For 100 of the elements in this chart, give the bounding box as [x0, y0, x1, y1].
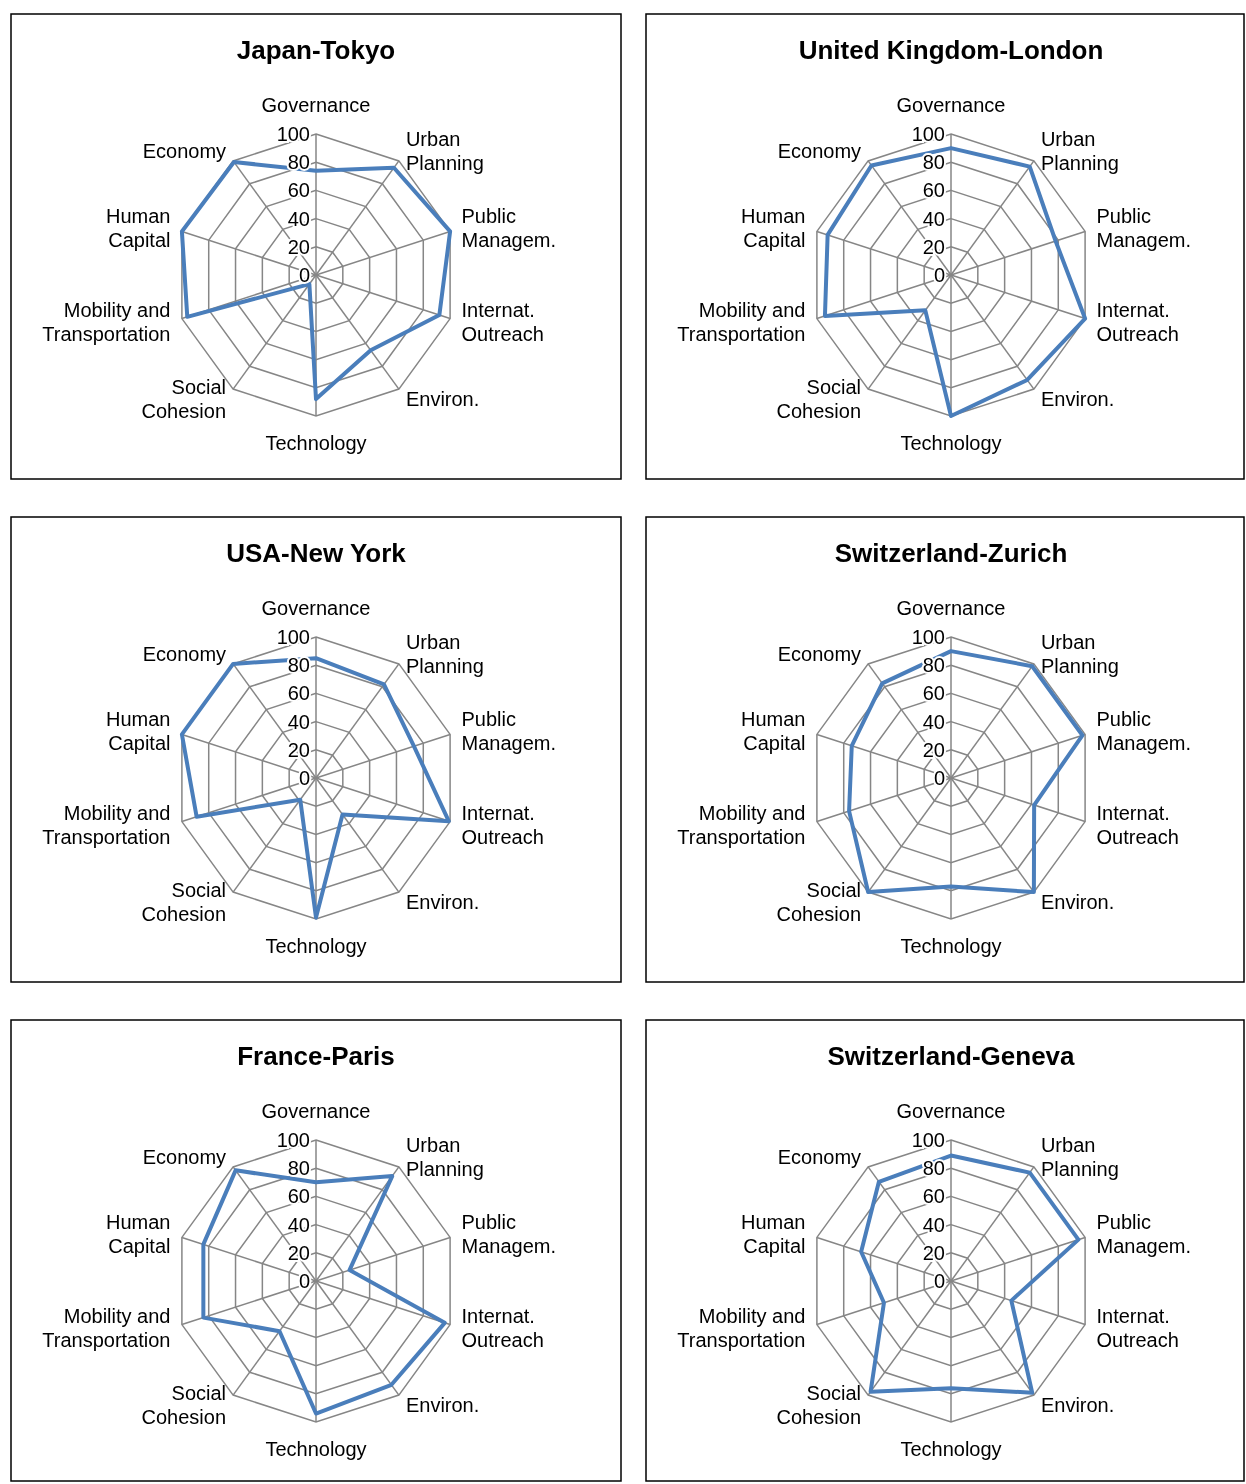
- y-tick-label: 40: [922, 207, 945, 230]
- spoke-label: Social Cohesion: [776, 878, 862, 925]
- chart-title: USA-New York: [226, 538, 407, 568]
- spoke-label: Internat. Outreach: [461, 1305, 544, 1352]
- chart-title: France-Paris: [237, 1041, 395, 1071]
- spoke-label: Economy: [777, 140, 862, 163]
- chart-title: Switzerland-Geneva: [827, 1041, 1076, 1071]
- spoke-label: Technology: [265, 1438, 367, 1460]
- spoke-label: Internat. Outreach: [1096, 299, 1179, 346]
- y-tick-label: 40: [922, 710, 945, 733]
- spoke-label: Governance: [896, 94, 1006, 116]
- spoke-label: Environ.: [405, 1393, 480, 1416]
- spoke-label: Human Capital: [106, 1210, 171, 1257]
- spoke-label: Human Capital: [106, 707, 171, 754]
- spoke-label: Mobility and Transportation: [677, 802, 806, 849]
- spoke-label: Technology: [900, 935, 1002, 957]
- spoke-label: Economy: [777, 1146, 862, 1169]
- spoke-label: Human Capital: [741, 707, 806, 754]
- spoke-label: Social Cohesion: [776, 1381, 862, 1428]
- spoke-label: Mobility and Transportation: [42, 802, 171, 849]
- spoke-label: Public Managem.: [1096, 707, 1192, 754]
- spoke-label: Economy: [142, 643, 227, 666]
- y-tick-label: 60: [922, 1185, 945, 1208]
- spoke-label: Mobility and Transportation: [677, 1305, 806, 1352]
- chart-title: Switzerland-Zurich: [834, 538, 1068, 568]
- spoke-label: Social Cohesion: [141, 1381, 227, 1428]
- spoke-label: Urban Planning: [405, 1134, 484, 1181]
- y-tick-label: 80: [922, 1157, 945, 1180]
- spoke-label: Public Managem.: [461, 707, 557, 754]
- spoke-label: Public Managem.: [461, 1210, 557, 1257]
- spoke-label: Environ.: [1040, 890, 1115, 913]
- spoke-label: Governance: [261, 94, 371, 116]
- spoke-label: Public Managem.: [1096, 204, 1192, 251]
- spoke-label: Technology: [900, 1438, 1002, 1460]
- y-tick-label: 0: [933, 1270, 945, 1292]
- y-tick-label: 60: [287, 682, 310, 705]
- spoke-label: Social Cohesion: [141, 375, 227, 422]
- spoke-label: Public Managem.: [1096, 1210, 1192, 1257]
- chart-title: Japan-Tokyo: [236, 35, 396, 65]
- spoke-label: Governance: [261, 597, 371, 619]
- spoke-label: Technology: [900, 432, 1002, 454]
- spoke-label: Public Managem.: [461, 204, 557, 251]
- y-tick-label: 40: [287, 207, 310, 230]
- y-tick-label: 0: [298, 767, 310, 789]
- y-tick-label: 0: [298, 264, 310, 286]
- spoke-label: Social Cohesion: [141, 878, 227, 925]
- spoke-label: Environ.: [1040, 387, 1115, 410]
- y-tick-label: 100: [276, 626, 310, 648]
- spoke-label: Governance: [261, 1100, 371, 1122]
- y-tick-label: 0: [298, 1270, 310, 1292]
- y-tick-label: 80: [287, 1157, 310, 1180]
- spoke-label: Mobility and Transportation: [42, 1305, 171, 1352]
- spoke-label: Urban Planning: [405, 128, 484, 175]
- spoke-label: Environ.: [1040, 1393, 1115, 1416]
- y-tick-label: 80: [922, 654, 945, 677]
- y-tick-label: 0: [933, 264, 945, 286]
- spoke-label: Economy: [142, 140, 227, 163]
- y-tick-label: 20: [922, 738, 945, 761]
- y-tick-label: 40: [287, 710, 310, 733]
- spoke-label: Urban Planning: [405, 631, 484, 678]
- y-tick-label: 20: [922, 235, 945, 258]
- spoke-label: Technology: [265, 432, 367, 454]
- y-tick-label: 60: [922, 179, 945, 202]
- spoke-label: Internat. Outreach: [1096, 1305, 1179, 1352]
- y-tick-label: 100: [276, 1129, 310, 1151]
- y-tick-label: 100: [276, 123, 310, 145]
- y-tick-label: 100: [911, 1129, 945, 1151]
- y-tick-label: 20: [287, 738, 310, 761]
- spoke-label: Internat. Outreach: [461, 299, 544, 346]
- spoke-label: Urban Planning: [1040, 1134, 1119, 1181]
- spoke-label: Urban Planning: [1040, 631, 1119, 678]
- spoke-label: Environ.: [405, 890, 480, 913]
- spoke-label: Social Cohesion: [776, 375, 862, 422]
- y-tick-label: 80: [922, 151, 945, 174]
- y-tick-label: 80: [287, 654, 310, 677]
- spoke-label: Internat. Outreach: [1096, 802, 1179, 849]
- spoke-label: Governance: [896, 1100, 1006, 1122]
- spoke-label: Technology: [265, 935, 367, 957]
- y-tick-label: 60: [287, 179, 310, 202]
- spoke-label: Mobility and Transportation: [42, 299, 171, 346]
- chart-title: United Kingdom-London: [798, 35, 1104, 65]
- y-tick-label: 20: [922, 1241, 945, 1264]
- y-tick-label: 0: [933, 767, 945, 789]
- y-tick-label: 40: [922, 1213, 945, 1236]
- y-tick-label: 20: [287, 235, 310, 258]
- y-tick-label: 100: [911, 123, 945, 145]
- spoke-label: Human Capital: [741, 1210, 806, 1257]
- spoke-label: Governance: [896, 597, 1006, 619]
- y-tick-label: 20: [287, 1241, 310, 1264]
- y-tick-label: 40: [287, 1213, 310, 1236]
- y-tick-label: 100: [911, 626, 945, 648]
- spoke-label: Environ.: [405, 387, 480, 410]
- spoke-label: Mobility and Transportation: [677, 299, 806, 346]
- y-tick-label: 60: [922, 682, 945, 705]
- spoke-label: Economy: [142, 1146, 227, 1169]
- spoke-label: Economy: [777, 643, 862, 666]
- spoke-label: Human Capital: [741, 204, 806, 251]
- y-tick-label: 60: [287, 1185, 310, 1208]
- spoke-label: Human Capital: [106, 204, 171, 251]
- spoke-label: Internat. Outreach: [461, 802, 544, 849]
